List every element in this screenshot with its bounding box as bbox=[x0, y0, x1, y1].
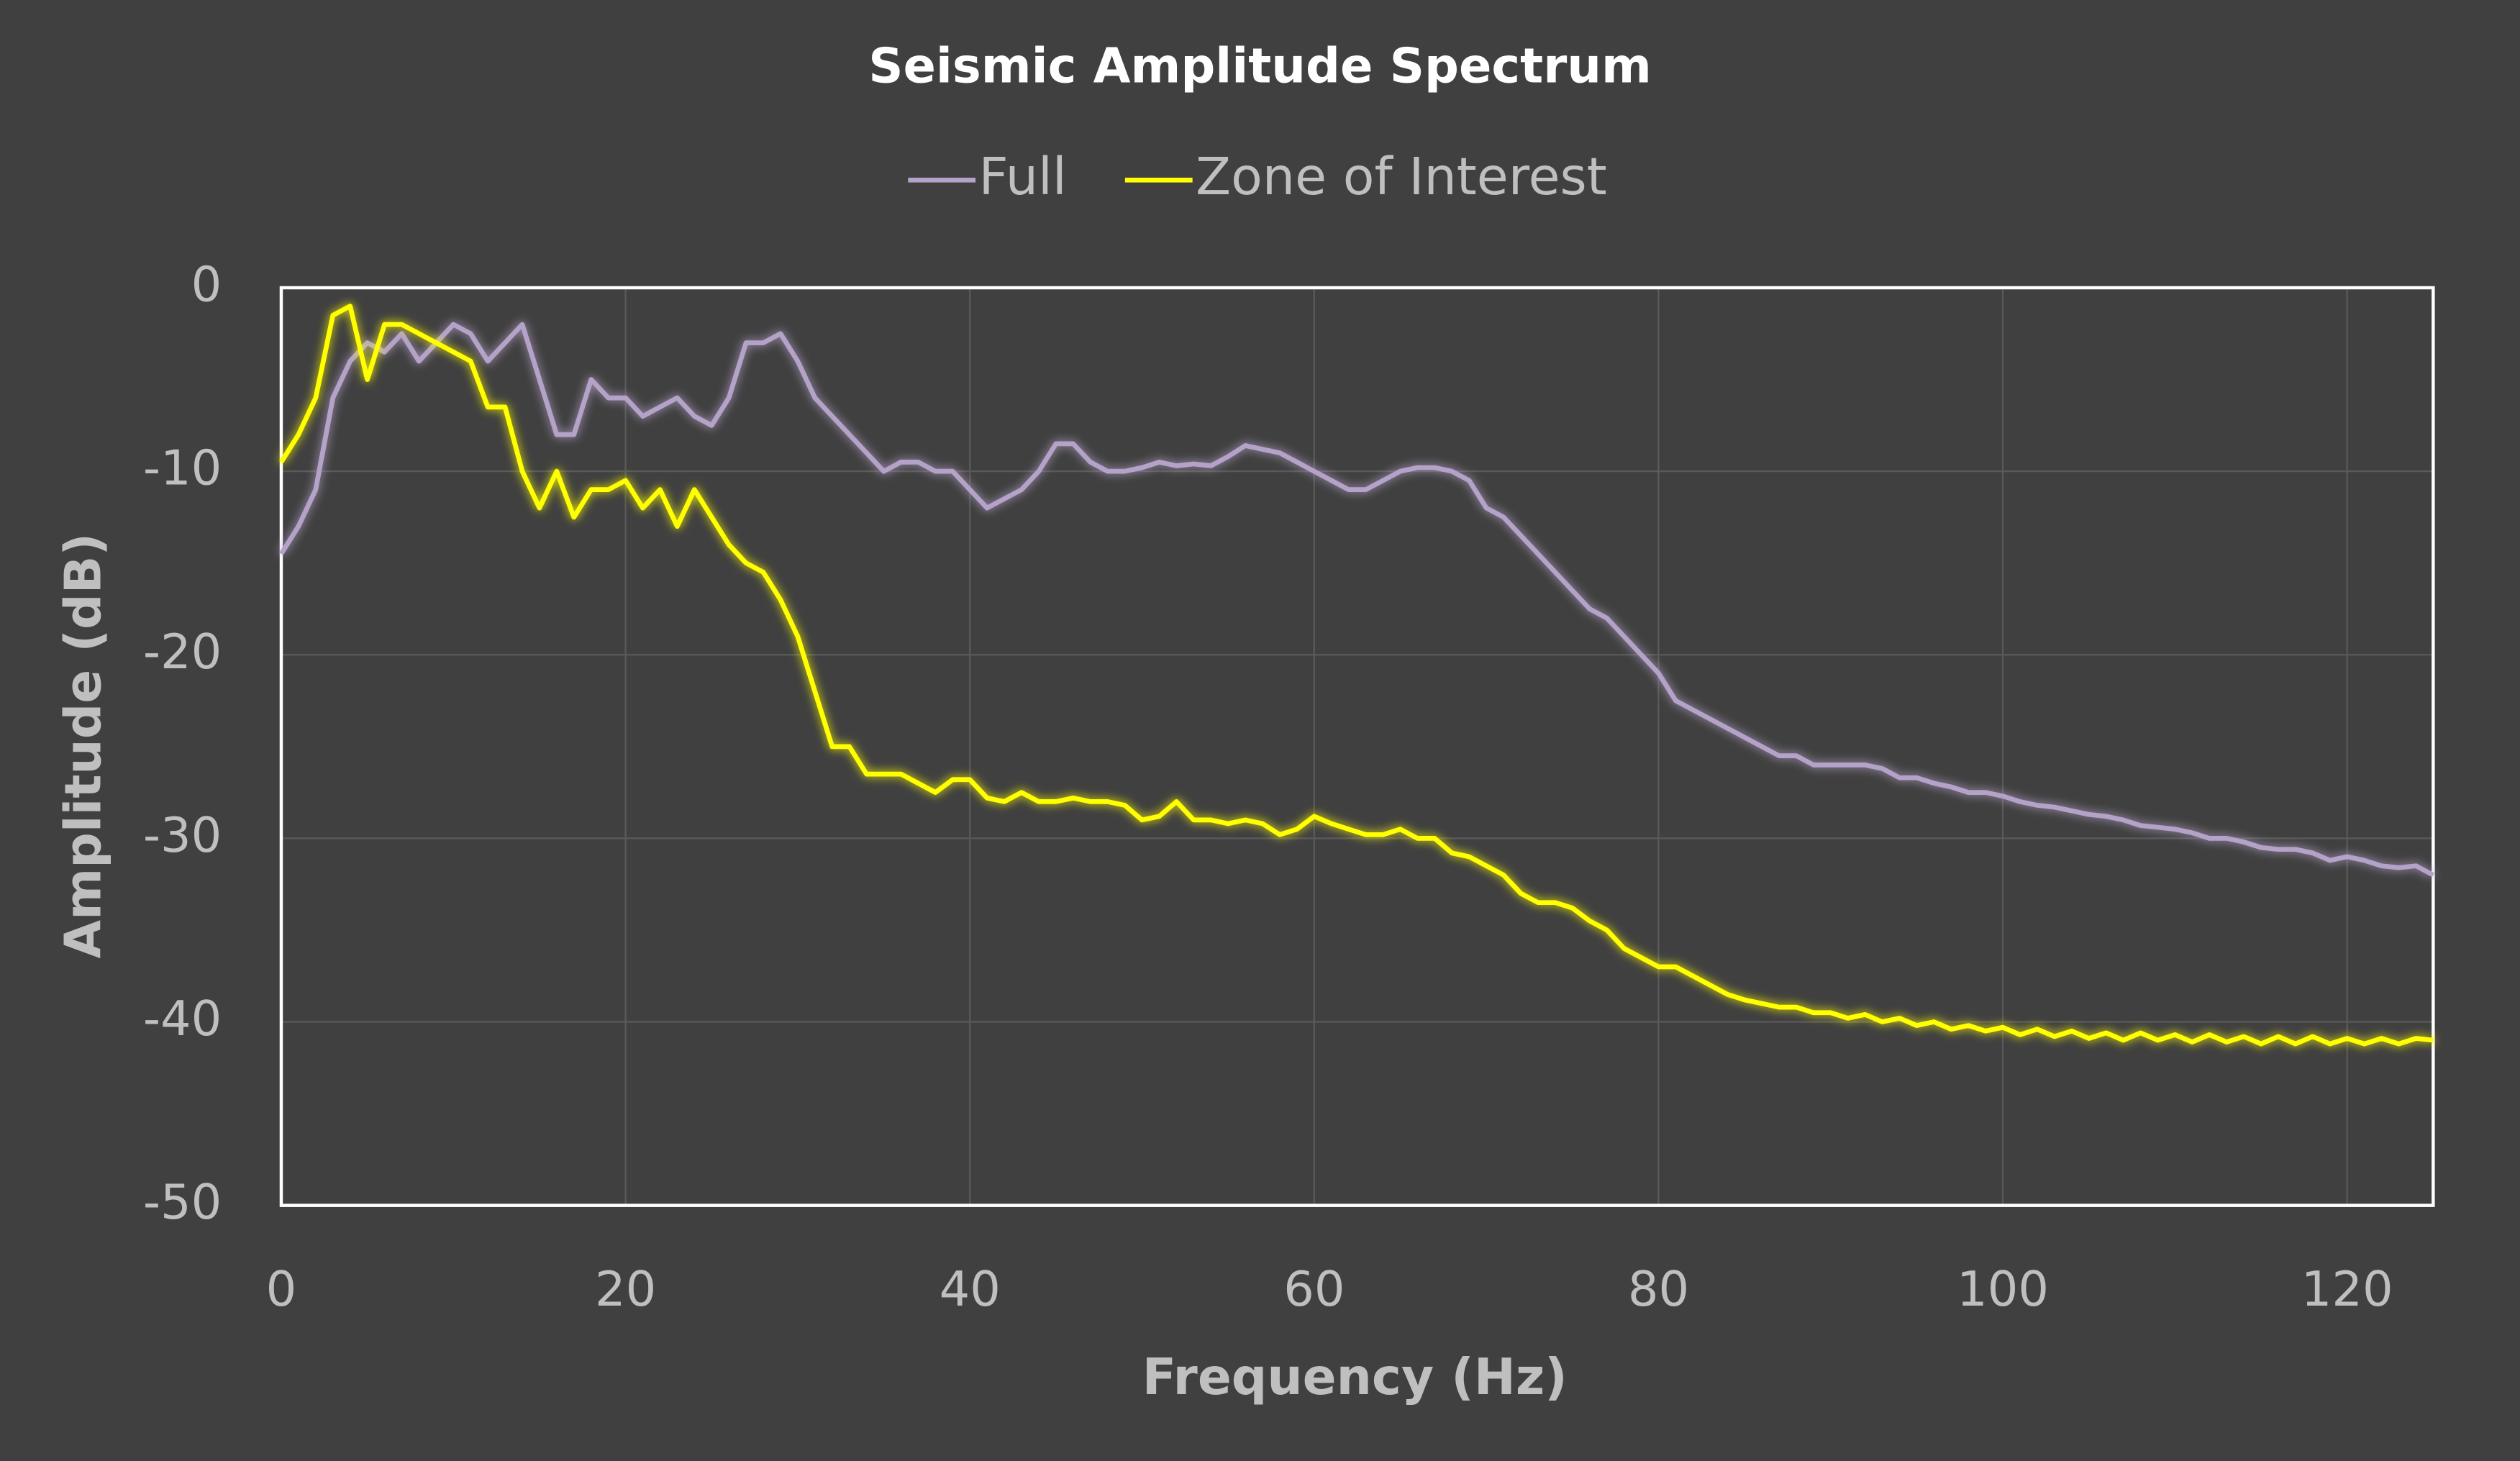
y-tick-label: -10 bbox=[143, 440, 222, 496]
x-tick-label: 120 bbox=[2301, 1261, 2393, 1317]
x-tick-label: 0 bbox=[266, 1261, 297, 1317]
series-line bbox=[279, 304, 2434, 1047]
x-tick-label: 60 bbox=[1283, 1261, 1345, 1317]
series-line bbox=[279, 322, 2434, 878]
y-axis-label: Amplitude (dB) bbox=[55, 533, 113, 958]
y-tick-label: -20 bbox=[143, 624, 222, 680]
y-tick-label: -40 bbox=[143, 991, 222, 1047]
legend-label: Zone of Interest bbox=[1196, 147, 1607, 206]
y-tick-label: -30 bbox=[143, 807, 222, 863]
legend-label: Full bbox=[979, 147, 1067, 206]
y-tick-label: 0 bbox=[191, 257, 222, 313]
x-tick-label: 100 bbox=[1957, 1261, 2049, 1317]
x-tick-label: 80 bbox=[1628, 1261, 1689, 1317]
x-axis-label: Frequency (Hz) bbox=[1142, 1349, 1568, 1406]
plot-frame bbox=[279, 286, 2435, 1207]
chart-title: Seismic Amplitude Spectrum bbox=[868, 38, 1652, 94]
x-tick-label: 40 bbox=[940, 1261, 1001, 1317]
x-tick-label: 20 bbox=[595, 1261, 656, 1317]
y-tick-label: -50 bbox=[143, 1174, 222, 1230]
